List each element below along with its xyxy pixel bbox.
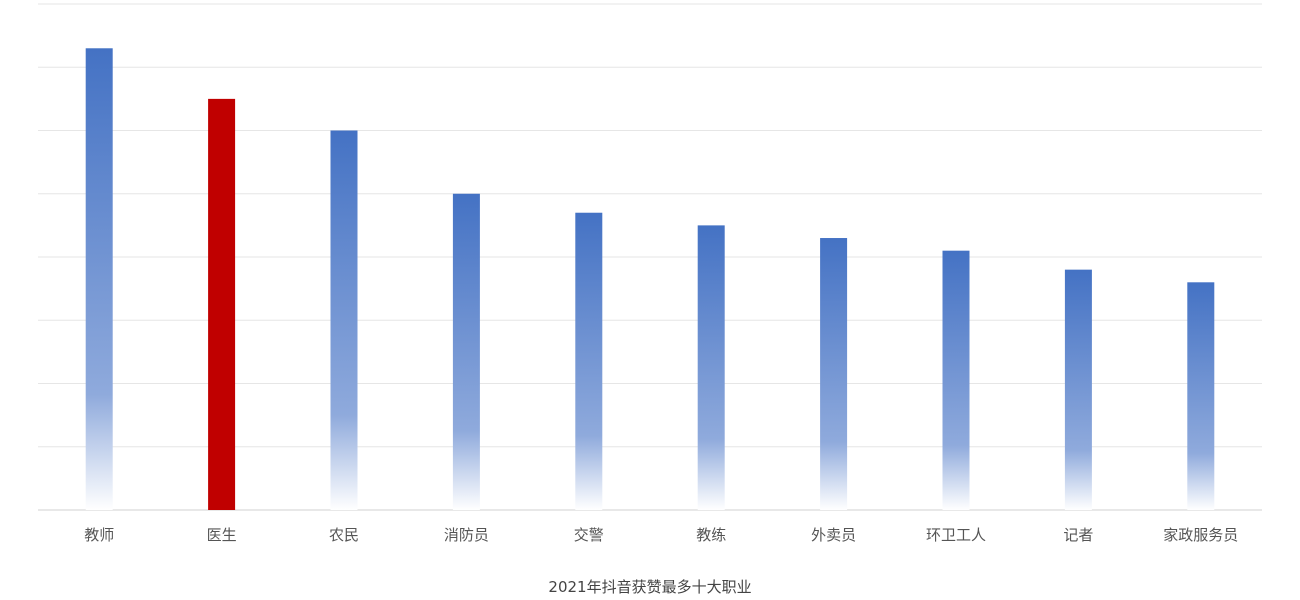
x-tick-label: 家政服务员 bbox=[1163, 526, 1238, 544]
x-tick-label: 外卖员 bbox=[811, 526, 856, 544]
x-tick-label: 医生 bbox=[207, 526, 237, 544]
x-tick-label: 消防员 bbox=[444, 526, 489, 544]
bar-8 bbox=[1064, 269, 1092, 510]
bar-3 bbox=[452, 193, 480, 510]
bar-5 bbox=[697, 225, 725, 510]
bar-0 bbox=[85, 48, 113, 511]
bar-7 bbox=[942, 250, 970, 511]
chart-title: 2021年抖音获赞最多十大职业 bbox=[548, 578, 752, 596]
x-tick-label: 记者 bbox=[1063, 526, 1093, 544]
bar-6 bbox=[820, 238, 848, 510]
bar-2 bbox=[330, 130, 358, 510]
x-tick-label: 教练 bbox=[696, 526, 726, 544]
bar-1 bbox=[208, 98, 236, 510]
bar-9 bbox=[1187, 282, 1215, 510]
x-tick-label: 环卫工人 bbox=[926, 526, 986, 544]
x-tick-label: 交警 bbox=[574, 526, 604, 544]
bar-4 bbox=[575, 212, 603, 510]
x-tick-label: 农民 bbox=[329, 526, 359, 544]
x-tick-label: 教师 bbox=[84, 526, 114, 544]
